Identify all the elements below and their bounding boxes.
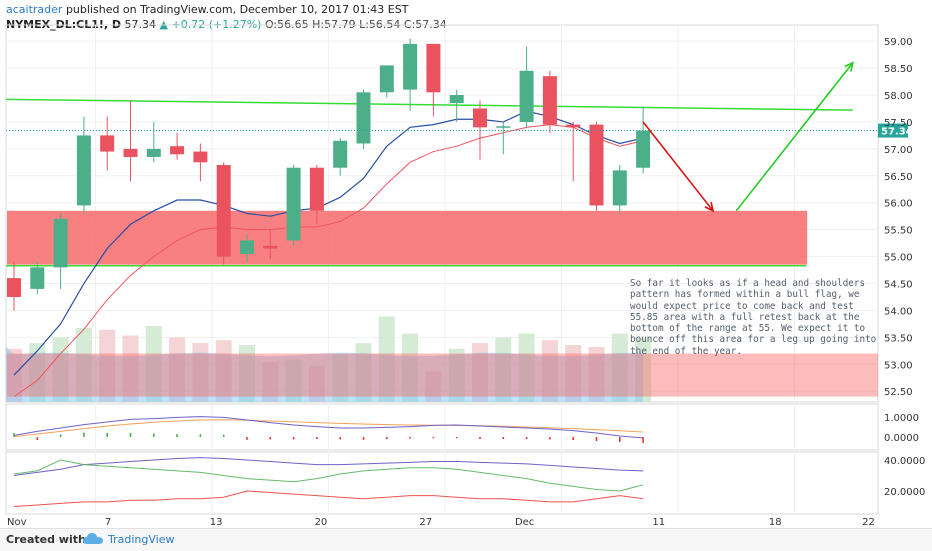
indicator2-axis-label: 20.0000: [884, 487, 925, 498]
candle-body: [356, 92, 371, 144]
candle-body: [636, 130, 651, 168]
chart-canvas[interactable]: 57.34 52.50 53.00 53.50 54.00 54.50 55.00 55.50…: [0, 0, 932, 528]
price-axis-label: 54.00: [884, 306, 913, 317]
tradingview-cloud-icon: [82, 531, 104, 550]
candle-body: [170, 146, 185, 155]
resistance-line: [5, 98, 853, 111]
author-link[interactable]: acaitrader: [6, 3, 63, 16]
candle-body: [53, 218, 68, 268]
volume-average-area: [6, 346, 644, 402]
candle-body: [263, 245, 278, 249]
indicator2-blue-line: [13, 457, 644, 476]
lower-zone-box: [7, 353, 878, 397]
chart-annotation: So far it looks as if a head and shoulde…: [630, 278, 877, 357]
candle-body: [589, 124, 604, 206]
time-axis-label: 7: [105, 517, 111, 528]
candle-body: [612, 170, 627, 206]
last-price-tag: [878, 123, 908, 138]
candle-body: [7, 278, 21, 297]
time-axis-label: 18: [769, 517, 782, 528]
candle-body: [496, 126, 511, 128]
price-axis-label: 59.00: [884, 37, 913, 48]
ma-slow-line: [13, 124, 644, 398]
last-price-tag-label: 57.34: [881, 127, 913, 138]
price-axis-label: 55.50: [884, 226, 913, 237]
time-axis-label: 27: [419, 517, 432, 528]
indicator2-green-line: [13, 459, 644, 492]
price-axis-label: 56.00: [884, 199, 913, 210]
support-zone-box: [7, 210, 808, 265]
indicator2-axis-label: 40.0000: [884, 456, 925, 467]
projection-down-arrow-shaft: [642, 121, 714, 212]
candle-body: [566, 124, 581, 128]
time-axis-label: Nov: [7, 517, 27, 528]
projection-up-arrow-head: [844, 61, 854, 72]
candle-body: [286, 167, 301, 241]
projection-down-arrow-head: [704, 201, 715, 213]
price-axis-label: 58.00: [884, 91, 913, 102]
candle-body: [426, 43, 441, 93]
price-axis-label: 57.00: [884, 145, 913, 156]
publish-info: published on TradingView.com, December 1…: [65, 3, 409, 16]
candle-body: [309, 167, 324, 211]
price-axis-label: 57.50: [884, 118, 913, 129]
candle-body: [403, 43, 418, 90]
indicator2-red-line: [13, 490, 644, 507]
candle-body: [519, 70, 534, 122]
candle-body: [76, 135, 91, 206]
price-axis-label: 56.50: [884, 172, 913, 183]
time-axis-label: Dec: [515, 517, 534, 528]
indicator1-axis-label: 1.0000: [884, 413, 919, 424]
indicator2-pane-frame: [5, 451, 879, 515]
indicator1-main-line: [13, 416, 644, 439]
candle-body: [216, 165, 231, 257]
time-axis-label: 13: [210, 517, 223, 528]
indicator1-axis-label: 0.0000: [884, 433, 919, 444]
projection-up-arrow-shaft: [735, 62, 854, 212]
candle-body: [240, 240, 254, 254]
price-axis-label: 55.00: [884, 253, 913, 264]
price-axis-label: 53.00: [884, 360, 913, 371]
indicator1-pane-frame: [5, 403, 879, 451]
price-axis-label: 54.50: [884, 280, 913, 291]
price-axis-label: 52.50: [884, 387, 913, 398]
time-axis-label: 22: [862, 517, 875, 528]
candle-body: [473, 108, 487, 128]
candle-body: [193, 151, 208, 163]
candle-body: [30, 267, 45, 289]
ma-fast-line: [13, 110, 644, 376]
candle-body: [100, 135, 115, 152]
candle-body: [333, 140, 348, 168]
indicator1-signal-line: [13, 419, 644, 438]
price-axis-label: 58.50: [884, 64, 913, 75]
tradingview-brand[interactable]: TradingView: [108, 533, 175, 546]
time-axis-label: 11: [652, 517, 665, 528]
footer-bar: Created with TradingView: [0, 528, 932, 551]
time-axis-label: 20: [315, 517, 328, 528]
price-axis-label: 53.50: [884, 333, 913, 344]
created-with-label: Created with: [6, 533, 86, 546]
publish-line: acaitrader published on TradingView.com,…: [6, 2, 806, 17]
candle-body: [146, 148, 161, 157]
candle-body: [123, 148, 138, 157]
candle-body: [449, 95, 464, 104]
candle-body: [379, 65, 394, 93]
candle-body: [542, 76, 557, 125]
